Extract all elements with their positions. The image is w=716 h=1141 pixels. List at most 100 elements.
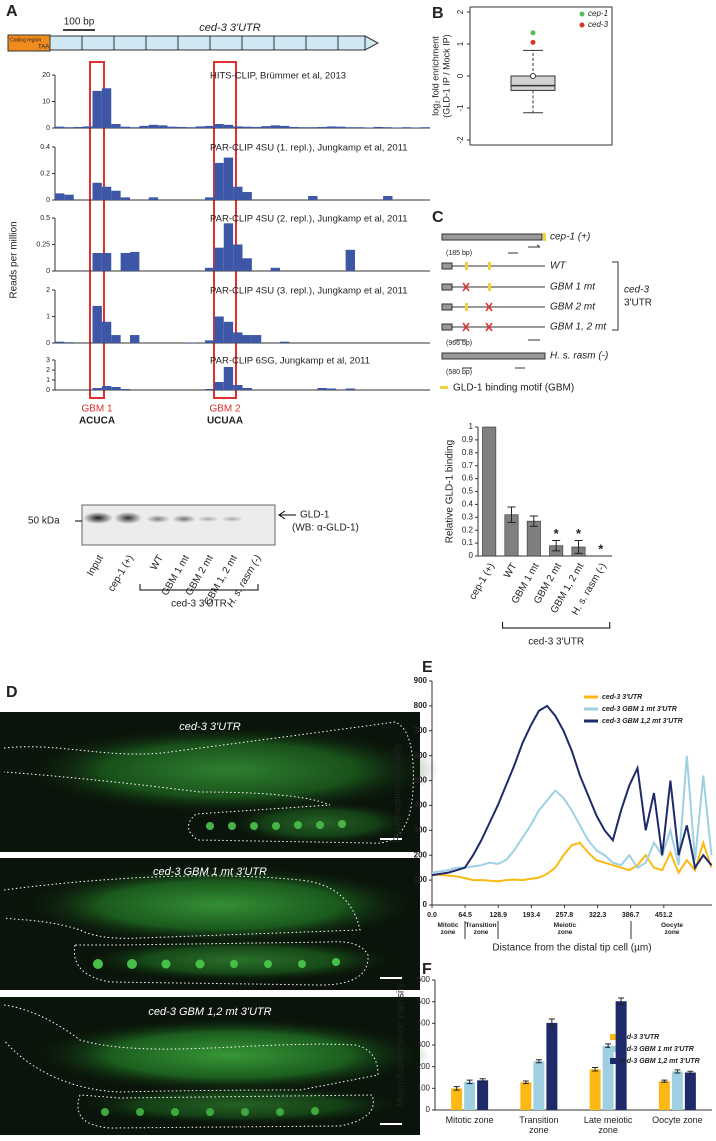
bar — [223, 321, 234, 343]
bar — [148, 124, 159, 128]
x-tick-label: 386.7 — [622, 912, 640, 919]
y-tick-label: 0.2 — [40, 170, 50, 177]
construct-label: cep-1 (+) — [550, 232, 590, 243]
legend-label: ced-3 GBM 1 mt 3'UTR — [602, 706, 677, 713]
panel-label: A — [6, 3, 18, 20]
y-tick-label: 0.3 — [462, 512, 474, 521]
series-line — [431, 704, 713, 877]
y-tick-label: 600 — [414, 751, 428, 760]
utr-label: ced-3 3'UTR — [199, 22, 260, 34]
bar — [205, 267, 215, 271]
significance-mark: * — [576, 526, 582, 541]
bar — [101, 386, 112, 390]
construct-size: (580 bp) — [446, 369, 472, 376]
bar — [111, 124, 121, 128]
bar — [214, 247, 224, 271]
motif-box — [213, 61, 237, 399]
y-tick-label: 1 — [456, 41, 465, 46]
bar — [289, 126, 299, 128]
bar — [111, 335, 121, 343]
bar — [464, 1081, 476, 1110]
track-title: PAR-CLIP 4SU (2. repl.), Jungkamp et al,… — [210, 214, 407, 225]
panel-label: D — [6, 684, 18, 701]
bar — [345, 127, 355, 128]
bar — [186, 127, 196, 128]
y-tick-label: 700 — [414, 726, 428, 735]
y-tick-label: 0 — [456, 73, 465, 78]
y-tick-label: 0.9 — [462, 435, 474, 444]
coding-region-label: Coding region — [10, 37, 41, 43]
gene-diagram: Coding region TAA 100 bp ced-3 3'UTR — [7, 17, 380, 52]
y-tick-label: 200 — [414, 850, 428, 859]
construct-size: (185 bp) — [446, 250, 472, 257]
bar — [130, 127, 140, 128]
bar — [242, 388, 252, 390]
bar — [223, 223, 234, 271]
y-tick-label: 0 — [46, 197, 50, 204]
bar — [280, 125, 290, 128]
legend-swatch — [610, 1034, 616, 1040]
bar — [420, 127, 430, 128]
y-tick-label: 0.6 — [462, 474, 474, 483]
lane-label: Input — [85, 553, 106, 578]
error-bar — [687, 1070, 694, 1075]
bar — [326, 388, 337, 390]
micrograph — [0, 858, 420, 990]
bar — [233, 126, 243, 128]
y-axis-label: (GLD-1 IP / Mock IP) — [441, 34, 451, 117]
legend-label: ced-3 GBM 1 mt 3'UTR — [619, 1046, 694, 1053]
bar — [55, 193, 65, 200]
panel-label: B — [432, 5, 444, 22]
bar — [251, 126, 262, 128]
bar — [308, 127, 318, 128]
y-tick-label: 400 — [417, 1018, 431, 1027]
stop-codon-label: TAA — [38, 45, 49, 51]
construct-label: GBM 2 mt — [550, 302, 596, 313]
bar — [482, 426, 497, 557]
bar — [546, 1022, 558, 1110]
error-bar — [574, 540, 583, 554]
motif-seq: ACUCA — [79, 416, 115, 427]
y-tick-label: 0.4 — [40, 144, 50, 151]
track-title: PAR-CLIP 6SG, Jungkamp et al, 2011 — [210, 356, 370, 367]
bar — [223, 124, 234, 128]
bar — [139, 125, 149, 128]
y-tick-label: 20 — [42, 72, 50, 79]
point — [530, 39, 536, 45]
bar — [101, 321, 112, 343]
bar — [223, 157, 234, 200]
group-label: ced-3 3'UTR — [171, 599, 227, 610]
bar — [214, 382, 224, 390]
bar — [101, 252, 112, 271]
bar — [176, 126, 187, 128]
point — [530, 30, 536, 36]
y-tick-label: 500 — [414, 776, 428, 785]
error-bar — [548, 1018, 555, 1028]
y-tick-label: -1 — [456, 104, 465, 112]
construct-label: H. s. rasm (-) — [550, 351, 608, 362]
legend-label: ced-3 GBM 1,2 mt 3'UTR — [602, 718, 683, 725]
error-bar — [552, 540, 561, 552]
mean — [530, 73, 536, 79]
y-tick-label: 0.5 — [462, 487, 474, 496]
error-bar — [479, 1078, 486, 1083]
bar — [533, 1061, 545, 1110]
error-bar — [522, 1080, 529, 1085]
y-tick-label: 0 — [426, 1105, 431, 1114]
group-label: ced-3 — [624, 285, 649, 296]
y-tick-label: 300 — [414, 825, 428, 834]
significance-mark: * — [598, 541, 604, 556]
bar — [92, 90, 102, 128]
construct-label: GBM 1 mt — [550, 282, 596, 293]
legend-label: GLD-1 binding motif (GBM) — [453, 383, 574, 394]
y-tick-label: 2 — [456, 9, 465, 14]
construct-label: GBM 1, 2 mt — [550, 322, 607, 333]
bar — [120, 252, 130, 271]
y-tick-label: 2 — [46, 287, 50, 294]
bar — [684, 1072, 696, 1110]
bar — [120, 197, 130, 200]
y-tick-label: 0.25 — [36, 241, 50, 248]
legend-label: ced-3 3'UTR — [619, 1034, 659, 1041]
bar — [602, 1045, 614, 1110]
